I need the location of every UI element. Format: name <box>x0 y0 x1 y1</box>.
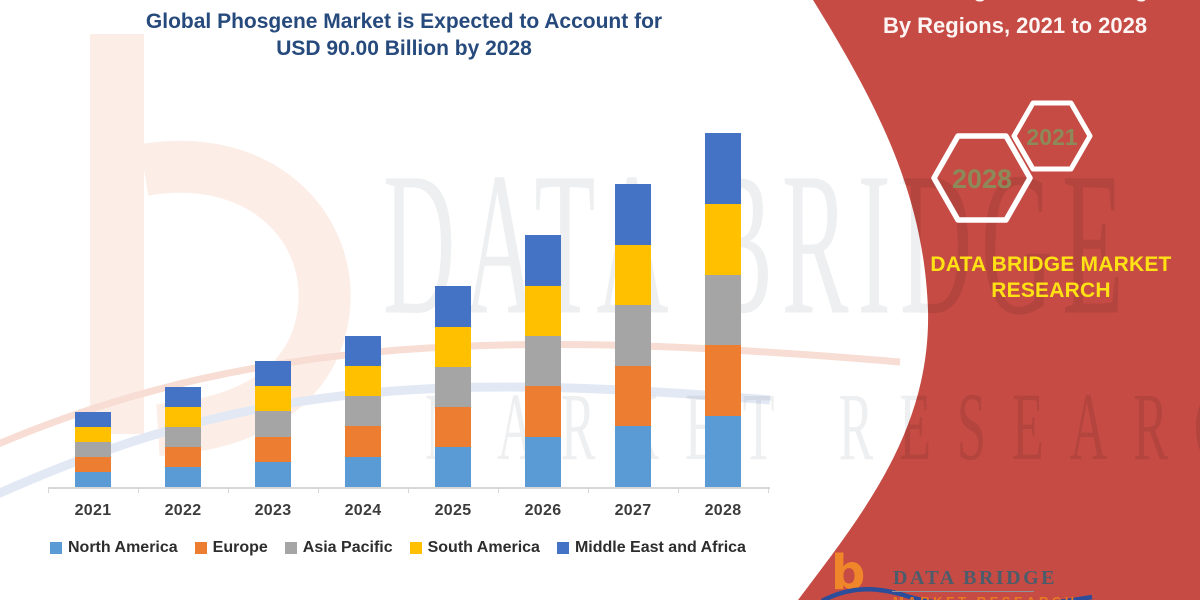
bar-segment-north-america-2023 <box>255 461 291 487</box>
bar-segment-south-america-2022 <box>165 406 201 427</box>
bar-segment-europe-2027 <box>615 365 651 427</box>
bar-segment-middle-east-and-africa-2027 <box>615 184 651 245</box>
brand-text-line2: RESEARCH <box>991 279 1111 302</box>
x-axis-tick <box>768 488 769 493</box>
bar-segment-europe-2022 <box>165 446 201 467</box>
bar-segment-asia-pacific-2027 <box>615 305 651 366</box>
bar-segment-south-america-2025 <box>435 326 471 367</box>
x-axis-tick <box>588 488 589 493</box>
bar-segment-north-america-2026 <box>525 436 561 487</box>
bar-segment-middle-east-and-africa-2021 <box>75 412 111 428</box>
hexagon-2021-icon <box>1011 100 1093 172</box>
bar-segment-north-america-2021 <box>75 472 111 487</box>
hexagon-2028-icon <box>931 133 1033 223</box>
bar-segment-asia-pacific-2023 <box>255 411 291 437</box>
legend-item-asia-pacific: Asia Pacific <box>284 539 393 557</box>
x-axis-label-2024: 2024 <box>344 502 382 519</box>
x-axis-label-2025: 2025 <box>434 502 472 519</box>
x-axis-tick <box>498 488 499 493</box>
bar-segment-europe-2026 <box>525 386 561 437</box>
x-axis-tick <box>318 488 319 493</box>
chart-title: Global Phosgene Market is Expected to Ac… <box>118 8 690 62</box>
bar-segment-north-america-2025 <box>435 446 471 487</box>
legend-swatch-icon <box>556 542 569 554</box>
bar-segment-south-america-2023 <box>255 386 291 412</box>
chart-title-line2: USD 90.00 Billion by 2028 <box>276 37 532 60</box>
bar-segment-europe-2028 <box>705 345 741 417</box>
bar-segment-asia-pacific-2026 <box>525 335 561 387</box>
bar-segment-europe-2021 <box>75 457 111 473</box>
x-axis-label-2021: 2021 <box>74 502 112 519</box>
svg-text:2028: 2028 <box>952 164 1012 194</box>
svg-text:2021: 2021 <box>1026 124 1077 150</box>
bar-segment-asia-pacific-2021 <box>75 442 111 458</box>
brand-text-line1: DATA BRIDGE MARKET <box>930 253 1172 276</box>
bar-segment-middle-east-and-africa-2025 <box>435 286 471 327</box>
bar-segment-south-america-2027 <box>615 244 651 306</box>
bar-segment-europe-2024 <box>345 426 381 457</box>
chart-title-line1: Global Phosgene Market is Expected to Ac… <box>145 10 663 33</box>
x-axis-label-2028: 2028 <box>704 502 742 519</box>
x-axis-tick <box>228 488 229 493</box>
bar-segment-south-america-2021 <box>75 427 111 443</box>
x-axis-line <box>48 487 770 489</box>
legend-item-middle-east-and-africa: Middle East and Africa <box>556 539 746 557</box>
bar-segment-europe-2025 <box>435 406 471 447</box>
bar-segment-asia-pacific-2025 <box>435 366 471 407</box>
ribbon-header-line2: By Regions, 2021 to 2028 <box>882 13 1148 38</box>
bar-segment-north-america-2022 <box>165 466 201 487</box>
bar-segment-south-america-2026 <box>525 285 561 336</box>
x-axis-label-2022: 2022 <box>164 502 202 519</box>
x-axis-label-2023: 2023 <box>254 502 292 519</box>
brand-text: DATA BRIDGE MARKET RESEARCH <box>920 252 1182 304</box>
ribbon-header-line1: Global Phosgene Market Segmentation, <box>845 0 1200 3</box>
footer-divider <box>892 591 1034 592</box>
legend-label: Europe <box>212 539 268 556</box>
x-axis-tick <box>138 488 139 493</box>
legend-swatch-icon <box>409 542 422 554</box>
legend-label: North America <box>68 539 178 556</box>
legend-swatch-icon <box>194 542 207 554</box>
bar-segment-middle-east-and-africa-2028 <box>705 133 741 204</box>
legend-swatch-icon <box>284 542 297 554</box>
legend-label: Asia Pacific <box>302 539 393 556</box>
legend-swatch-icon <box>50 542 62 554</box>
x-axis-tick <box>678 488 679 493</box>
legend-item-north-america: North America <box>50 539 178 557</box>
x-axis-tick <box>408 488 409 493</box>
bar-segment-middle-east-and-africa-2022 <box>165 386 201 407</box>
bar-segment-south-america-2024 <box>345 365 381 397</box>
footer-brand-text: DATA BRIDGE <box>893 567 1058 589</box>
bar-segment-asia-pacific-2024 <box>345 396 381 427</box>
bar-segment-north-america-2028 <box>705 416 741 487</box>
legend-label: South America <box>427 539 540 556</box>
legend-item-south-america: South America <box>409 539 540 557</box>
x-axis-tick <box>48 488 49 493</box>
x-axis-label-2026: 2026 <box>524 502 562 519</box>
bar-segment-europe-2023 <box>255 436 291 462</box>
bar-segment-south-america-2028 <box>705 203 741 275</box>
bar-segment-north-america-2027 <box>615 426 651 487</box>
bar-segment-asia-pacific-2028 <box>705 274 741 346</box>
bar-segment-middle-east-and-africa-2026 <box>525 235 561 286</box>
legend-label: Middle East and Africa <box>574 539 746 556</box>
x-axis-label-2027: 2027 <box>614 502 652 519</box>
footer-brand-subtext: MARKET RESEARCH <box>893 594 1078 600</box>
chart-legend: North America Europe Asia Pacific South Ame… <box>50 539 790 557</box>
bar-segment-middle-east-and-africa-2023 <box>255 361 291 387</box>
bar-segment-north-america-2024 <box>345 456 381 487</box>
legend-item-europe: Europe <box>194 539 268 557</box>
bar-segment-middle-east-and-africa-2024 <box>345 335 381 366</box>
bar-segment-asia-pacific-2022 <box>165 426 201 447</box>
